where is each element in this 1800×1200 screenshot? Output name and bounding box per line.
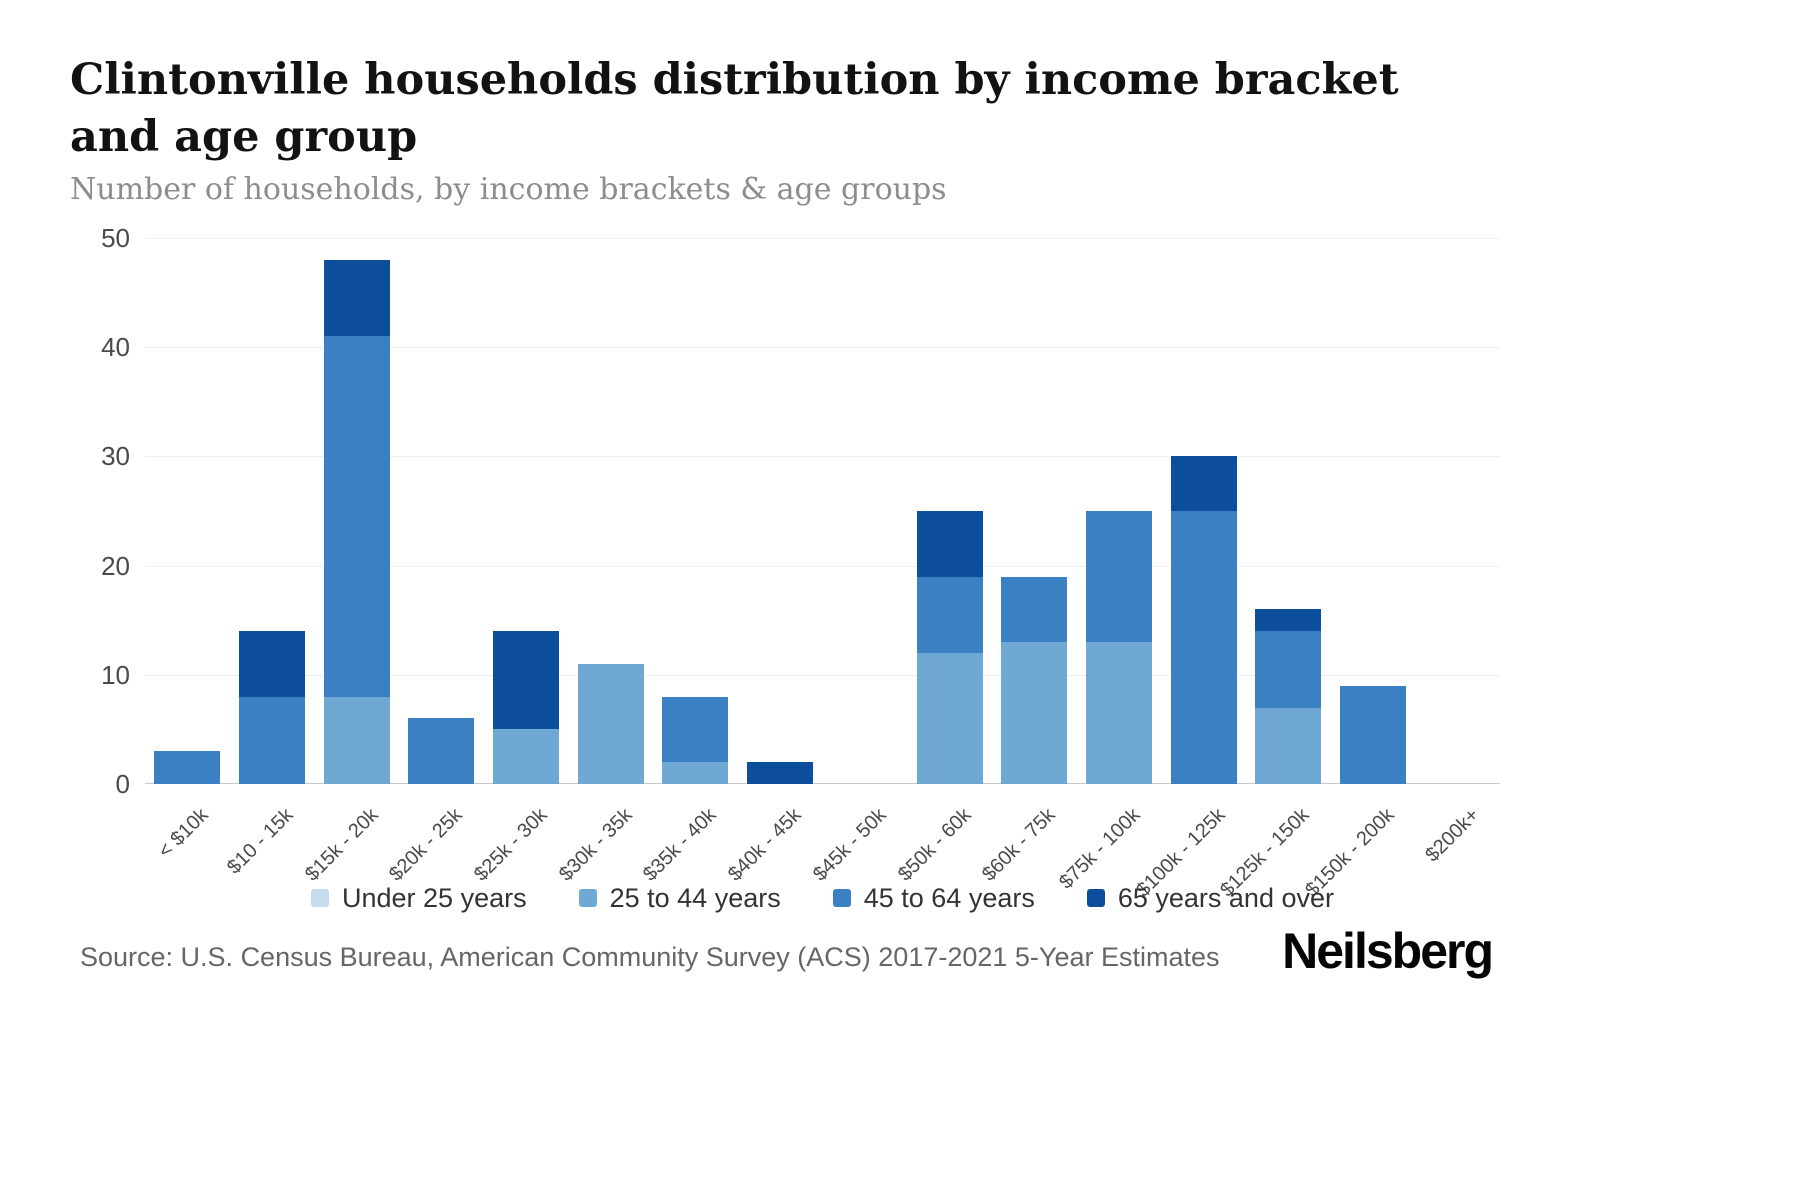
bar-segment[interactable] (154, 751, 221, 784)
bar-group (154, 238, 221, 784)
bar-group (1170, 238, 1237, 784)
bar-group (408, 238, 475, 784)
chart-subtitle: Number of households, by income brackets… (70, 172, 947, 207)
x-axis-tick-label: $50k - 60k (893, 804, 976, 886)
y-axis-tick-label: 30 (101, 441, 130, 472)
bar-segment[interactable] (493, 631, 560, 730)
plot-area (145, 238, 1500, 784)
bar-group (323, 238, 390, 784)
legend: Under 25 years 25 to 44 years 45 to 64 yea… (145, 878, 1500, 918)
bar-segment[interactable] (1170, 456, 1237, 511)
gridline (145, 565, 1500, 567)
legend-swatch (832, 889, 851, 907)
bar-group (1255, 238, 1322, 784)
bar-group (239, 238, 306, 784)
x-axis-tick-label: $25k - 30k (470, 804, 552, 886)
x-axis-tick-label: $35k - 40k (639, 804, 722, 886)
bar-segment[interactable] (747, 762, 814, 784)
bar-segment[interactable] (1085, 642, 1152, 784)
legend-swatch (311, 889, 329, 907)
brand-logo: Neilsberg (1282, 923, 1494, 979)
bar-segment[interactable] (1255, 707, 1322, 784)
x-axis-baseline (145, 783, 1500, 784)
bar-segment[interactable] (1001, 576, 1068, 643)
legend-item[interactable]: 65 years and over (1086, 882, 1334, 914)
x-axis-tick-label: $20k - 25k (385, 804, 467, 886)
bar-segment[interactable] (577, 663, 644, 784)
bar-segment[interactable] (916, 511, 983, 577)
y-axis-tick-label: 40 (101, 332, 130, 363)
bar-segment[interactable] (916, 652, 983, 784)
x-axis-tick-label: $15k - 20k (300, 804, 383, 886)
bar-segment[interactable] (239, 631, 306, 697)
bar-group (1085, 238, 1152, 784)
bar-segment[interactable] (1170, 511, 1237, 784)
bar-group (1001, 238, 1068, 784)
bar-segment[interactable] (323, 696, 390, 784)
bar-segment[interactable] (1001, 642, 1068, 784)
bar-segment[interactable] (408, 718, 475, 784)
bar-group (577, 238, 644, 784)
bar-segment[interactable] (1339, 685, 1406, 784)
legend-swatch (1086, 889, 1105, 907)
source-note: Source: U.S. Census Bureau, American Com… (80, 942, 1220, 972)
bar-group (916, 238, 983, 784)
bar-segment[interactable] (916, 576, 983, 653)
gridline (145, 456, 1500, 458)
x-axis-tick-label: $30k - 35k (554, 804, 637, 886)
bar-group (1425, 238, 1491, 784)
bar-segment[interactable] (662, 696, 729, 763)
bar-group (662, 238, 729, 784)
legend-label: 25 to 44 years (609, 882, 781, 913)
y-axis-tick-label: 20 (101, 550, 130, 581)
bar-segment[interactable] (323, 259, 390, 337)
legend-item[interactable]: Under 25 years (311, 883, 527, 914)
bar-group (747, 238, 814, 784)
gridline (145, 347, 1500, 349)
x-axis-tick-label: $45k - 50k (808, 804, 891, 886)
bar-segment[interactable] (1255, 609, 1322, 632)
gridline (145, 238, 1500, 239)
bar-segment[interactable] (662, 762, 729, 784)
bar-segment[interactable] (239, 696, 306, 784)
y-axis-tick-label: 0 (115, 769, 130, 799)
bar-group (832, 238, 898, 784)
y-axis-tick-label: 50 (101, 223, 130, 253)
gridline (145, 674, 1500, 676)
bar-segment[interactable] (1255, 631, 1322, 708)
legend-swatch (578, 889, 597, 907)
x-axis-tick-label: $200k+ (1420, 804, 1484, 867)
x-axis-tick-label: $10 - 15k (223, 804, 298, 879)
legend-item[interactable]: 45 to 64 years (832, 882, 1035, 914)
x-axis-tick-label: $60k - 75k (978, 804, 1060, 886)
legend-label: 45 to 64 years (863, 882, 1035, 913)
x-axis-tick-label: $40k - 45k (724, 804, 806, 886)
y-axis: 0 10 20 30 40 50 (30, 225, 130, 797)
chart-title: Clintonville households distribution by … (70, 55, 1399, 162)
bar-segment[interactable] (1085, 511, 1152, 643)
legend-label: 65 years and over (1117, 882, 1334, 913)
legend-label: Under 25 years (342, 882, 527, 913)
y-axis-tick-label: 10 (101, 659, 130, 690)
bar-group (493, 238, 560, 784)
x-axis-tick-label: < $10k (154, 804, 213, 863)
legend-item[interactable]: 25 to 44 years (578, 882, 781, 914)
bar-group (1339, 238, 1406, 784)
bar-segment[interactable] (323, 336, 390, 697)
bar-segment[interactable] (493, 729, 560, 784)
